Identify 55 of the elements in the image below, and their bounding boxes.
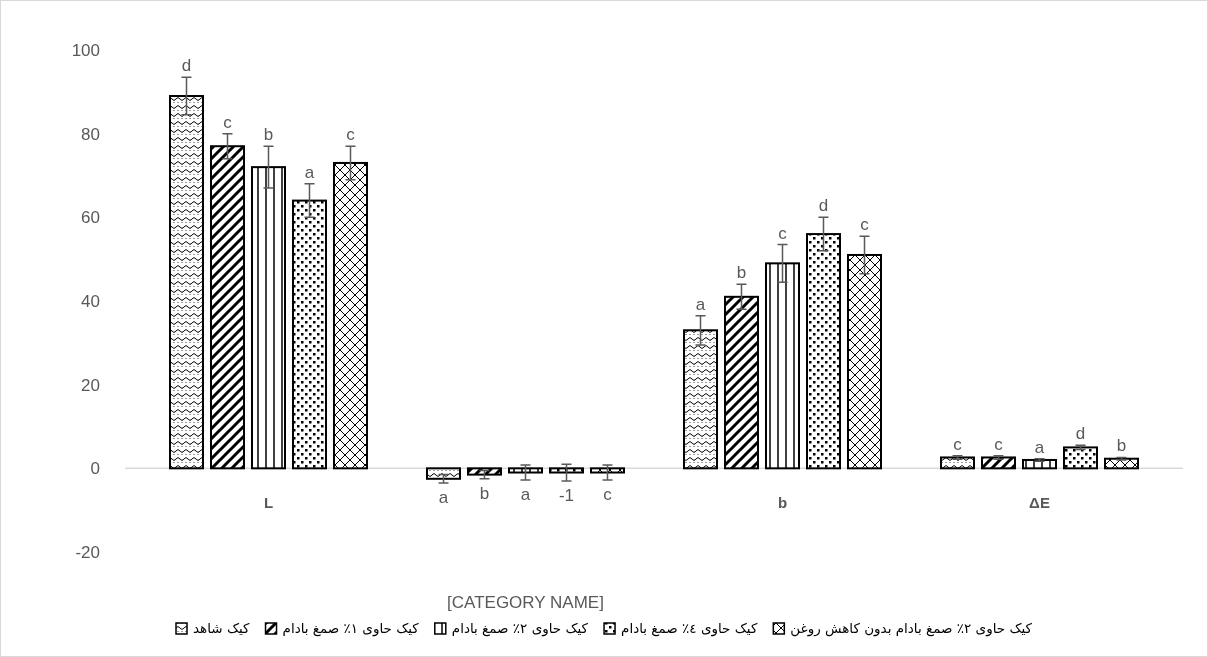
bar — [806, 233, 841, 470]
y-tick-label: 80 — [81, 124, 100, 144]
data-label: a — [520, 485, 531, 505]
data-label: c — [860, 215, 870, 235]
data-label: c — [223, 112, 233, 132]
bar — [251, 166, 286, 470]
y-tick-label: 0 — [90, 459, 100, 479]
bar — [1063, 446, 1098, 470]
y-tick-label: 60 — [81, 208, 100, 228]
data-label: c — [994, 434, 1004, 454]
y-tick-label: 100 — [71, 41, 100, 60]
data-label: c — [953, 434, 963, 454]
data-label: a — [304, 162, 315, 182]
bar — [508, 467, 543, 474]
legend-label: کیک حاوی ۲٪ صمغ بادام بدون کاهش روغن — [790, 620, 1033, 637]
data-label: -1 — [558, 485, 575, 505]
bar — [333, 161, 368, 470]
data-label: a — [1034, 437, 1045, 457]
x-tick-label: [CATEGORY NAME] — [447, 592, 604, 612]
bar — [426, 467, 461, 480]
x-tick-label: b — [777, 494, 788, 512]
data-label: c — [778, 223, 788, 243]
data-label: b — [736, 263, 747, 283]
bar — [210, 145, 245, 470]
legend-label: کیک شاهد — [193, 620, 251, 636]
bar — [1104, 457, 1139, 470]
bar — [847, 253, 882, 470]
legend-label: کیک حاوی ٤٪ صمغ بادام — [621, 620, 758, 637]
data-label: b — [263, 125, 274, 145]
x-tick-label: ΔE — [1029, 494, 1050, 512]
bar — [981, 456, 1016, 470]
legend-label: کیک حاوی ۱٪ صمغ بادام — [282, 620, 420, 637]
data-label: d — [181, 56, 192, 76]
data-label: d — [1075, 424, 1086, 444]
data-label: d — [818, 196, 829, 216]
y-tick-label: 40 — [81, 292, 100, 311]
x-tick-label: L — [263, 494, 274, 512]
data-label: c — [346, 125, 356, 145]
bar — [724, 295, 759, 470]
bar — [765, 262, 800, 470]
bar — [683, 329, 718, 470]
data-label: b — [1116, 436, 1127, 456]
bar — [549, 467, 584, 474]
bar — [169, 95, 204, 470]
data-label: c — [603, 485, 613, 505]
bar — [292, 199, 327, 470]
legend-label: کیک حاوی ۲٪ صمغ بادام — [451, 620, 589, 637]
y-tick-label: 20 — [81, 375, 100, 395]
bar — [467, 467, 502, 476]
bar — [1022, 458, 1057, 470]
data-label: a — [695, 294, 706, 314]
bar — [940, 456, 975, 470]
y-tick-label: -20 — [75, 543, 100, 562]
bar — [590, 467, 625, 474]
data-label: a — [438, 487, 449, 507]
